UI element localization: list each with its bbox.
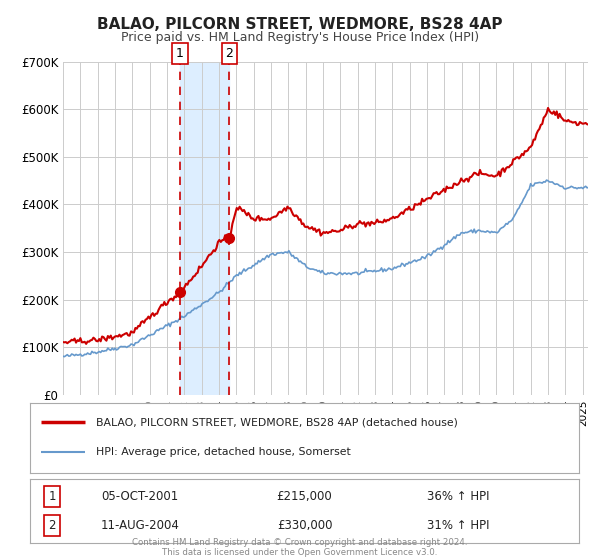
Text: 11-AUG-2004: 11-AUG-2004 [100,519,179,531]
Text: BALAO, PILCORN STREET, WEDMORE, BS28 4AP (detached house): BALAO, PILCORN STREET, WEDMORE, BS28 4AP… [96,417,458,427]
Text: BALAO, PILCORN STREET, WEDMORE, BS28 4AP: BALAO, PILCORN STREET, WEDMORE, BS28 4AP [97,17,503,32]
Bar [180,62,229,395]
Text: 05-OCT-2001: 05-OCT-2001 [101,491,178,503]
Text: Contains HM Land Registry data © Crown copyright and database right 2024.
This d: Contains HM Land Registry data © Crown c… [132,538,468,557]
Text: 2: 2 [226,47,233,60]
Text: 1: 1 [48,491,56,503]
Text: £215,000: £215,000 [277,491,332,503]
Text: £330,000: £330,000 [277,519,332,531]
Text: 2: 2 [48,519,56,531]
Text: Price paid vs. HM Land Registry's House Price Index (HPI): Price paid vs. HM Land Registry's House … [121,31,479,44]
Text: 31% ↑ HPI: 31% ↑ HPI [427,519,490,531]
Text: 36% ↑ HPI: 36% ↑ HPI [427,491,490,503]
Text: 1: 1 [176,47,184,60]
Text: HPI: Average price, detached house, Somerset: HPI: Average price, detached house, Some… [96,447,350,457]
